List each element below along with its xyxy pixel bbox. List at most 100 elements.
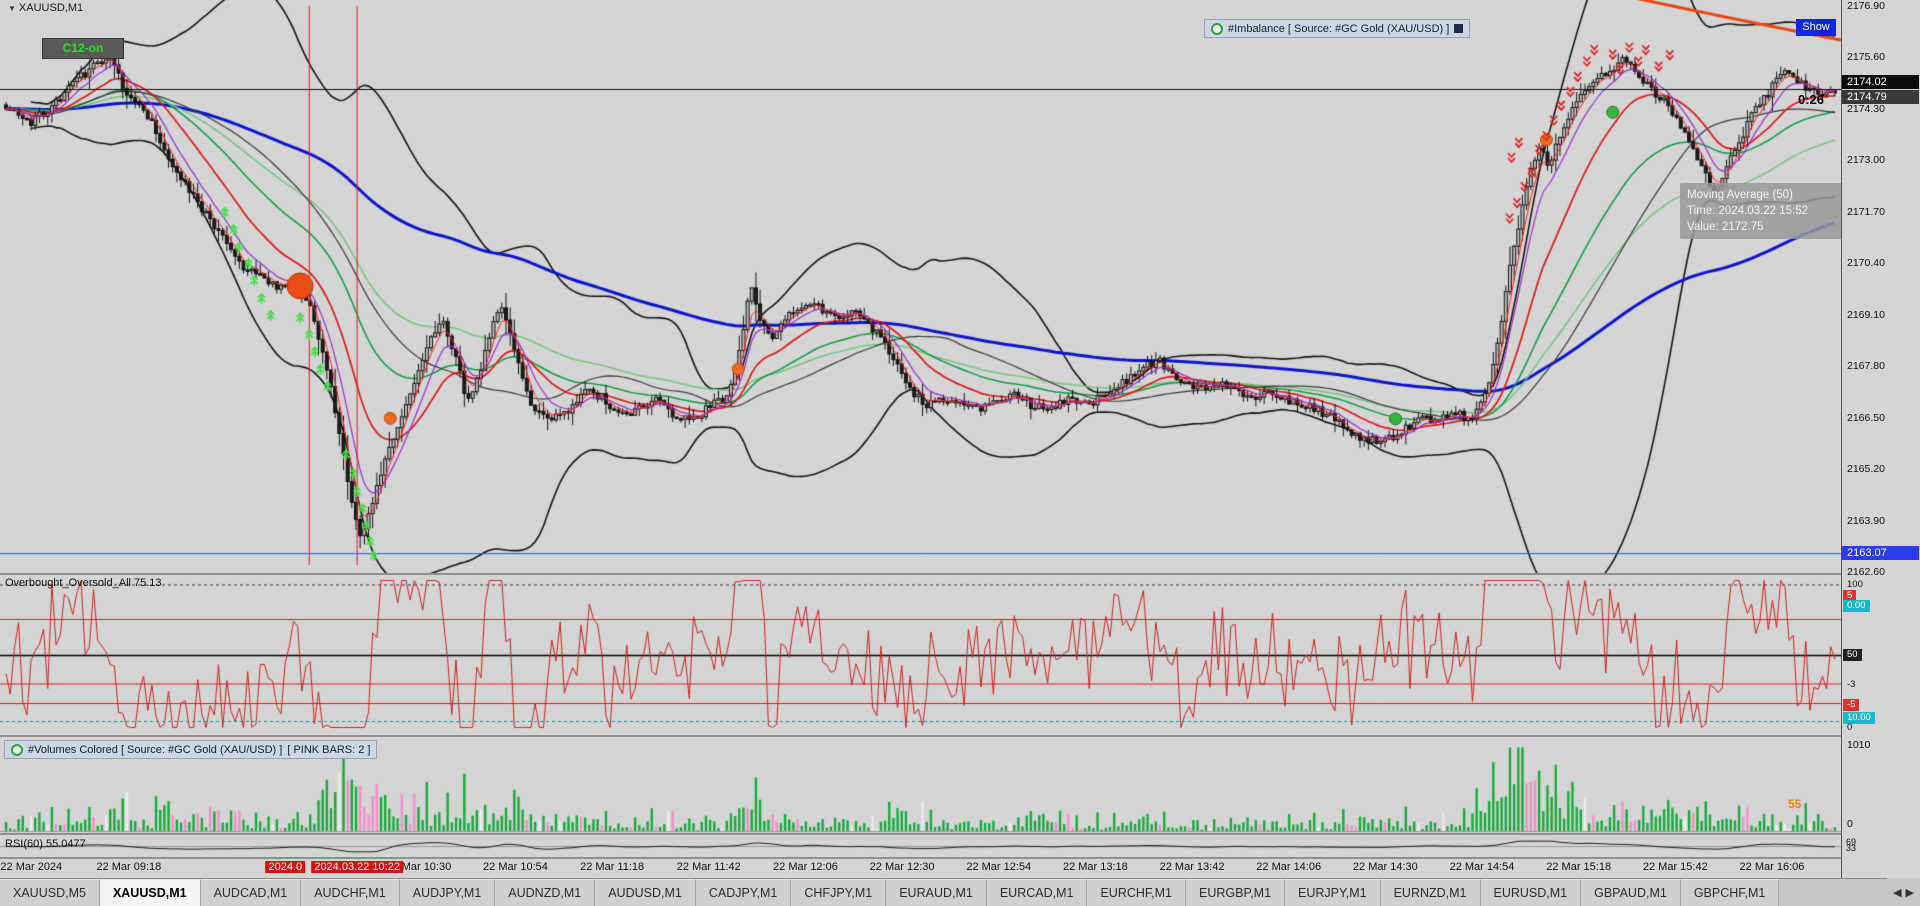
volumes-chip-label: #Volumes Colored [ Source: #GC Gold (XAU… (28, 743, 283, 756)
oscillator-axis-label: 0 (1847, 721, 1853, 733)
chart-tab-gbpchf-m1[interactable]: GBPCHF,M1 (1680, 879, 1780, 906)
y-axis-tick: 2165.20 (1847, 463, 1885, 476)
panel-divider (0, 857, 1920, 859)
time-axis-label: 22 Mar 13:42 (1159, 861, 1225, 873)
y-axis-tick: 2175.60 (1847, 51, 1885, 64)
y-axis-tick: 2163.90 (1847, 514, 1885, 527)
imbalance-chip-label: #Imbalance [ Source: #GC Gold (XAU/USD) … (1228, 22, 1450, 35)
time-axis-label: 22 Mar 12:30 (869, 861, 935, 873)
indicator-tooltip: Moving Average (50) Time: 2024.03.22 15:… (1680, 183, 1852, 240)
panel-divider[interactable] (0, 735, 1920, 737)
oscillator-axis-label: 5 (1843, 589, 1857, 602)
indicator-status-icon (11, 743, 23, 756)
time-axis-label: 22 Mar 11:42 (676, 861, 741, 873)
chart-tab-audnzd-m1[interactable]: AUDNZD,M1 (495, 879, 596, 906)
time-axis-label: 22 Mar 14:06 (1256, 861, 1322, 873)
tooltip-title: Moving Average (50) (1687, 189, 1793, 201)
time-tag-red: 2024.03.22 10:22 (311, 861, 403, 873)
chart-tab-audcad-m1[interactable]: AUDCAD,M1 (200, 879, 302, 906)
time-tag-red: 2024.0 (265, 861, 306, 873)
show-button[interactable]: Show (1796, 19, 1836, 36)
time-axis[interactable]: 22 Mar 2024 22 Mar 09:18 2024.0 2024.03.22 … (0, 859, 1841, 877)
oscillator-axis-label: 10.00 (1843, 711, 1875, 724)
c12-toggle-button[interactable]: C12-on (42, 38, 124, 59)
oscillator-panel: Overbought_Oversold_All 75.13 (0, 575, 1841, 735)
y-axis-tick: 2162.60 (1847, 566, 1885, 579)
indicator-status-icon (1211, 22, 1223, 35)
chip-end-icon (1454, 24, 1464, 33)
chart-symbol-label[interactable]: ▼ XAUUSD,M1 (8, 2, 84, 14)
oscillator-chart[interactable] (0, 575, 1841, 735)
main-chart-panel: ▼ XAUUSD,M1 C12-on #Imbalance [ Source: #… (0, 0, 1852, 573)
time-axis-label: 22 Mar 12:54 (966, 861, 1032, 873)
volumes-indicator-chip[interactable]: #Volumes Colored [ Source: #GC Gold (XAU… (4, 740, 378, 759)
panel-divider[interactable] (0, 573, 1920, 575)
tab-bar: XAUUSD,M5 XAUUSD,M1 AUDCAD,M1 AUDCHF,M1 AUDJ… (0, 878, 1920, 906)
time-axis-label: 22 Mar 14:30 (1352, 861, 1418, 873)
chart-tab-chfjpy-m1[interactable]: CHFJPY,M1 (791, 879, 887, 906)
y-axis-tick: 2176.90 (1847, 0, 1885, 12)
time-axis-label: 22 Mar 11:18 (580, 861, 645, 873)
time-axis-label: 22 Mar 09:18 (96, 861, 162, 873)
chart-tab-xauusd-m5[interactable]: XAUUSD,M5 (0, 879, 100, 906)
volume-axis-max: 1010 (1847, 739, 1871, 751)
pink-bars-label: [ PINK BARS: 2 ] (287, 743, 371, 756)
y-axis-tick: 2169.10 (1847, 308, 1885, 321)
chart-tab-eurcad-m1[interactable]: EURCAD,M1 (986, 879, 1088, 906)
chart-tab-eurgbp-m1[interactable]: EURGBP,M1 (1186, 879, 1286, 906)
imbalance-indicator-chip[interactable]: #Imbalance [ Source: #GC Gold (XAU/USD) … (1204, 19, 1471, 38)
price-axis[interactable]: 2174.02 2174.79 2163.07 1010 0 2176.90 21… (1841, 0, 1920, 878)
time-axis-label: 22 Mar 14:54 (1449, 861, 1515, 873)
volume-axis-min: 0 (1847, 818, 1853, 830)
y-axis-tick: 2170.40 (1847, 257, 1885, 270)
time-axis-label: 22 Mar 15:42 (1642, 861, 1708, 873)
y-axis-tick: 2174.30 (1847, 102, 1885, 115)
chart-tab-cadjpy-m1[interactable]: CADJPY,M1 (695, 879, 792, 906)
tooltip-value: Value: 2172.75 (1687, 221, 1764, 234)
chart-tab-eurnzd-m1[interactable]: EURNZD,M1 (1380, 879, 1481, 906)
chart-tab-xauusd-m1[interactable]: XAUUSD,M1 (99, 879, 201, 906)
price-badge-support: 2163.07 (1842, 546, 1919, 560)
rsi-axis-label: 69 (1846, 837, 1857, 848)
time-axis-label: 22 Mar 10:54 (483, 861, 548, 873)
main-chart[interactable] (0, 0, 1841, 573)
volume-current-value: 55 (1788, 797, 1802, 811)
oscillator-axis-label: 0.00 (1843, 600, 1870, 613)
chart-tab-audusd-m1[interactable]: AUDUSD,M1 (595, 879, 696, 906)
time-axis-label: 22 Mar 13:18 (1062, 861, 1128, 873)
chart-tab-euraud-m1[interactable]: EURAUD,M1 (886, 879, 987, 906)
oscillator-axis-label: -3 (1847, 678, 1856, 690)
volumes-panel: #Volumes Colored [ Source: #GC Gold (XAU… (0, 737, 1841, 833)
scroll-right-button[interactable]: ▶ (1905, 886, 1914, 899)
tooltip-time: Time: 2024.03.22 15:52 (1687, 205, 1809, 218)
tab-scroll-controls: ◀ ▶ (1887, 878, 1920, 906)
chart-tab-eurchf-m1[interactable]: EURCHF,M1 (1087, 879, 1187, 906)
time-axis-label: 22 Mar 16:06 (1739, 861, 1805, 873)
chart-tab-eurjpy-m1[interactable]: EURJPY,M1 (1285, 879, 1381, 906)
bar-countdown-timer: 0:26 (1798, 92, 1825, 107)
y-axis-tick: 2173.00 (1847, 154, 1885, 167)
rsi-axis-label: 33 (1846, 843, 1857, 854)
time-axis-label: 22 Mar 12:06 (773, 861, 838, 873)
y-axis-tick: 2167.80 (1847, 360, 1885, 373)
panel-divider[interactable] (0, 833, 1920, 835)
rsi-chart[interactable] (0, 835, 1841, 858)
oscillator-axis-label: 100 (1847, 579, 1863, 591)
price-badge-current: 2174.79 (1842, 90, 1919, 104)
chevron-down-icon: ▼ (8, 4, 16, 13)
rsi-label: RSI(60) 55.0477 (5, 838, 86, 850)
oscillator-axis-label: -5 (1843, 698, 1860, 711)
price-badge-upper: 2174.02 (1842, 75, 1919, 89)
scroll-left-button[interactable]: ◀ (1893, 886, 1902, 899)
time-axis-label: 22 Mar 2024 (0, 861, 63, 873)
oscillator-axis-label: 50 (1843, 649, 1862, 661)
chart-tab-eurusd-m1[interactable]: EURUSD,M1 (1480, 879, 1582, 906)
y-axis-tick: 2171.70 (1847, 205, 1885, 218)
time-axis-label: 22 Mar 15:18 (1546, 861, 1612, 873)
chart-tab-audjpy-m1[interactable]: AUDJPY,M1 (399, 879, 496, 906)
rsi-panel: RSI(60) 55.0477 (0, 835, 1841, 858)
chart-tab-gbpaud-m1[interactable]: GBPAUD,M1 (1581, 879, 1681, 906)
chart-tab-audchf-m1[interactable]: AUDCHF,M1 (301, 879, 400, 906)
oscillator-label: Overbought_Oversold_All 75.13 (5, 577, 162, 589)
